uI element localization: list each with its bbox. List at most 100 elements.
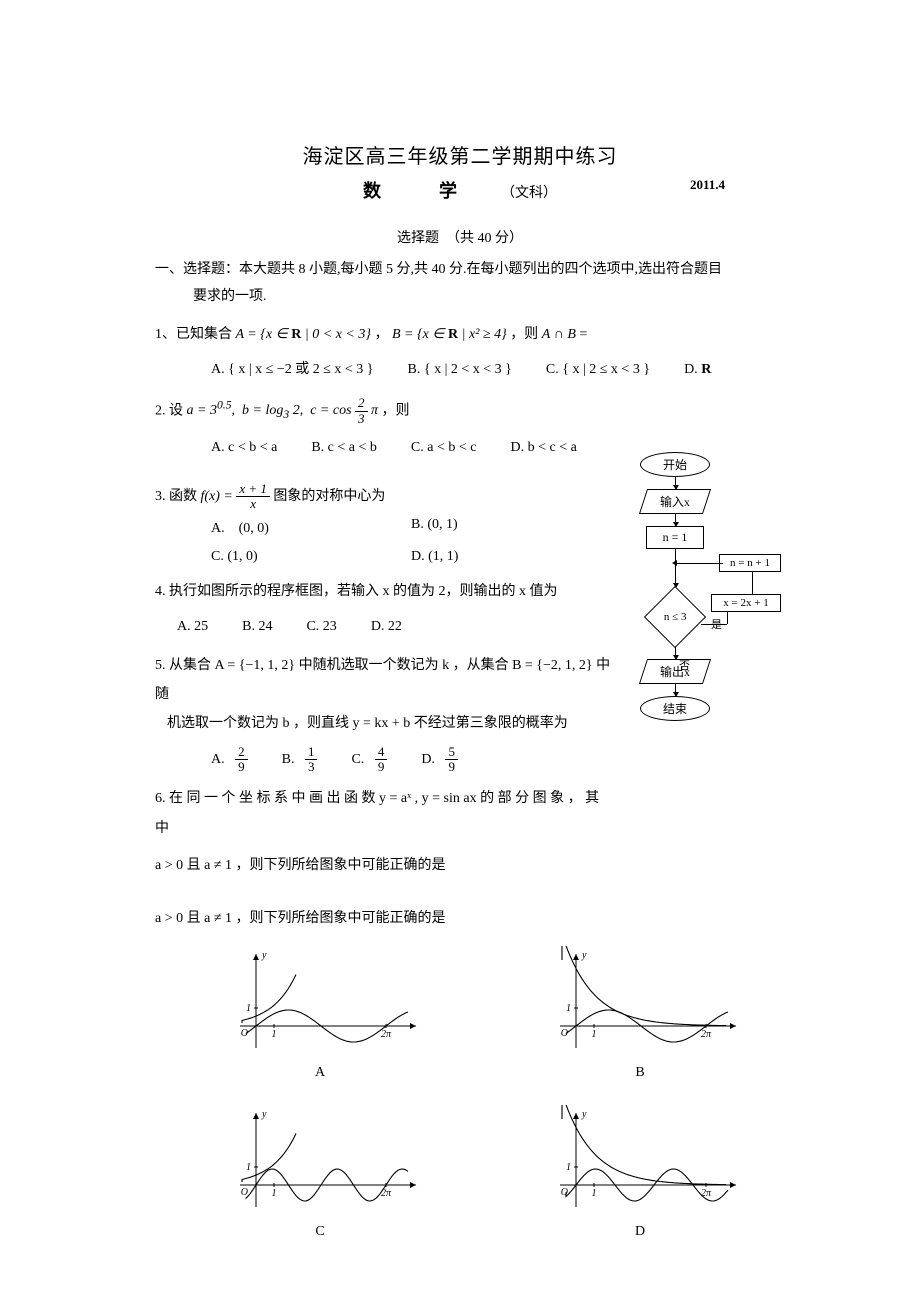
section-label: 选择题 （共 40 分） (155, 227, 765, 247)
graph-A-svg: x y O 1 1 2π (220, 946, 420, 1056)
q6-line1: 6. 在 同 一 个 坐 标 系 中 画 出 函 数 y = aˣ , y = … (155, 791, 599, 835)
q5-a-den: 9 (235, 760, 248, 774)
q3-tail: 图象的对称中心为 (273, 489, 385, 504)
svg-text:1: 1 (272, 1029, 277, 1040)
fc-init: n = 1 (646, 526, 704, 549)
q2-pre: 2. 设 (155, 403, 187, 418)
fc-cond: n ≤ 3 (644, 585, 706, 647)
svg-text:y: y (581, 1109, 587, 1120)
fc-end: 结束 (640, 696, 710, 721)
q3-opt-b: B. (0, 1) (411, 517, 611, 537)
q1-tail: ，则 A ∩ B = (510, 327, 587, 342)
question-6: 6. 在 同 一 个 坐 标 系 中 画 出 函 数 y = aˣ , y = … (155, 784, 611, 843)
q5-opt-a: A. 29 (211, 745, 248, 775)
graph-D: xyO112π D (515, 1105, 765, 1240)
q4-opt-b: B. 24 (242, 613, 272, 641)
q1-opt-d: D. R (684, 356, 711, 384)
svg-text:y: y (261, 950, 267, 961)
q1-mid: ， (374, 327, 388, 342)
q4-opt-a: A. 25 (177, 613, 208, 641)
q5-line1: 5. 从集合 A = {−1, 1, 2} 中随机选取一个数记为 k ，从集合 … (155, 658, 610, 702)
svg-text:O: O (241, 1187, 248, 1198)
fc-output: 输出x (639, 659, 711, 684)
section-head: 一、选择题：本大题共 8 小题,每小题 5 分,共 40 分.在每小题列出的四个… (155, 257, 765, 310)
question-1: 1、已知集合 A = {x ∈ R | 0 < x < 3} ， B = {x … (155, 320, 765, 349)
svg-text:x: x (419, 1022, 420, 1033)
subject-sub: （文科） (501, 182, 557, 202)
svg-text:1: 1 (566, 1162, 571, 1173)
q1-options: A. { x | x ≤ −2 或 2 ≤ x < 3 } B. { x | 2… (155, 356, 765, 384)
q5-a-num: 2 (235, 745, 248, 760)
svg-text:x: x (739, 1022, 740, 1033)
graph-A-label: A (195, 1065, 445, 1081)
q5-b-num: 1 (305, 745, 318, 760)
q4-options: A. 25 B. 24 C. 23 D. 22 (155, 613, 611, 641)
graph-D-svg: xyO112π (540, 1105, 740, 1215)
question-3: 3. 函数 f(x) = x + 1x 图象的对称中心为 (155, 482, 611, 512)
q5-opt-d-label: D. (421, 752, 435, 767)
q3-pre: 3. 函数 (155, 489, 201, 504)
q5-d-num: 5 (445, 745, 458, 760)
svg-text:1: 1 (272, 1188, 277, 1199)
svg-text:1: 1 (566, 1003, 571, 1014)
section-head-line1: 一、选择题：本大题共 8 小题,每小题 5 分,共 40 分.在每小题列出的四个… (155, 262, 722, 277)
fc-input-text: 输入x (660, 493, 690, 510)
svg-text:O: O (241, 1028, 248, 1039)
question-6-line2: a > 0 且 a ≠ 1 ，则下列所给图象中可能正确的是 (155, 851, 611, 880)
q2-opt-a: A. c < b < a (211, 434, 277, 462)
q6-graphs: xyO112π A xyO112π B xyO112π C xyO112π D (195, 946, 765, 1240)
svg-text:2π: 2π (381, 1029, 392, 1040)
fc-start: 开始 (640, 452, 710, 477)
svg-text:y: y (261, 1109, 267, 1120)
graph-C-svg: xyO112π (220, 1105, 420, 1215)
flowchart: 开始 输入x n = 1 n ≤ 3 输出x 结束 n = n + 1 x = … (619, 452, 779, 772)
q5-opt-b: B. 13 (282, 745, 318, 775)
question-6-line2-repeat: a > 0 且 a ≠ 1 ，则下列所给图象中可能正确的是 (155, 904, 765, 933)
q1-opt-b: B. { x | 2 < x < 3 } (408, 356, 512, 384)
q1-opt-c: C. { x | 2 ≤ x < 3 } (546, 356, 650, 384)
q3-opt-a: A. (0, 0) (211, 517, 411, 537)
subject: 数 学 (363, 177, 477, 203)
fc-input: 输入x (639, 489, 711, 514)
q2-expr: a = 30.5, b = log3 2, c = cos 23 π (187, 403, 379, 418)
q3-opt-c: C. (1, 0) (211, 549, 411, 565)
svg-text:x: x (739, 1181, 740, 1192)
graph-B: xyO112π B (515, 946, 765, 1081)
q3-func: f(x) = x + 1x (201, 489, 270, 504)
q5-options: A. 29 B. 13 C. 49 D. 59 (155, 745, 611, 775)
exam-date: 2011.4 (690, 177, 725, 193)
q2-tail: ，则 (382, 403, 410, 418)
q1-opt-a: A. { x | x ≤ −2 或 2 ≤ x < 3 } (211, 356, 374, 384)
q2-opt-c: C. a < b < c (411, 434, 477, 462)
q4-opt-c: C. 23 (306, 613, 336, 641)
fc-cond-text: n ≤ 3 (664, 611, 687, 623)
svg-text:y: y (581, 950, 587, 961)
fc-no: 否 (679, 657, 690, 673)
q5-opt-b-label: B. (282, 752, 295, 767)
q1-pre: 1、已知集合 (155, 327, 236, 342)
svg-text:x: x (419, 1181, 420, 1192)
svg-text:2π: 2π (701, 1029, 712, 1040)
subtitle-row: 数 学 （文科） 2011.4 (155, 177, 765, 203)
question-4: 4. 执行如图所示的程序框图，若输入 x 的值为 2，则输出的 x 值为 (155, 577, 611, 606)
q1-setB: B = {x ∈ R | x² ≥ 4} (392, 327, 507, 342)
svg-text:1: 1 (246, 1162, 251, 1173)
graph-A: x y O 1 1 2π A (195, 946, 445, 1081)
page-title: 海淀区高三年级第二学期期中练习 (155, 140, 765, 169)
graph-B-svg: xyO112π (540, 946, 740, 1056)
q5-opt-c-label: C. (351, 752, 364, 767)
q1-setA: A = {x ∈ R | 0 < x < 3} (236, 327, 371, 342)
q5-opt-a-label: A. (211, 752, 225, 767)
section-head-line2: 要求的一项. (155, 289, 267, 304)
graph-D-label: D (515, 1224, 765, 1240)
fc-inc: n = n + 1 (719, 554, 781, 572)
q5-line2: 机选取一个数记为 b ，则直线 y = kx + b 不经过第三象限的概率为 (155, 716, 568, 731)
svg-text:O: O (561, 1028, 568, 1039)
svg-text:1: 1 (592, 1188, 597, 1199)
q4-opt-d: D. 22 (371, 613, 402, 641)
svg-text:1: 1 (246, 1003, 251, 1014)
question-2: 2. 设 a = 30.5, b = log3 2, c = cos 23 π … (155, 394, 765, 428)
fc-update: x = 2x + 1 (711, 594, 781, 612)
graph-C: xyO112π C (195, 1105, 445, 1240)
q5-d-den: 9 (445, 760, 458, 774)
